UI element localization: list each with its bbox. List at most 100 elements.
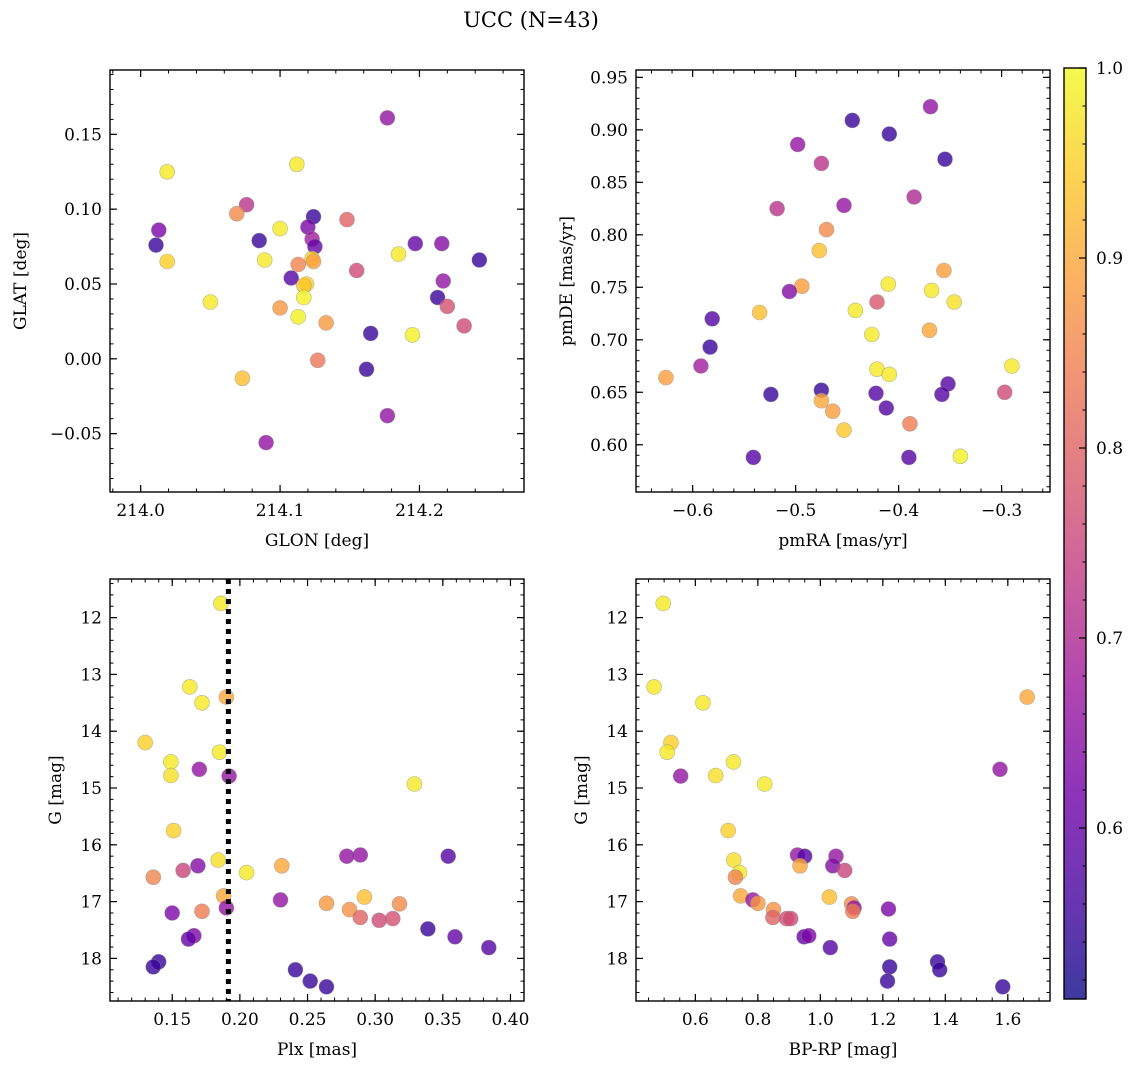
data-point bbox=[352, 847, 369, 863]
data-point bbox=[163, 754, 179, 770]
data-point bbox=[923, 282, 940, 299]
data-point bbox=[921, 322, 938, 339]
data-point bbox=[702, 339, 718, 355]
minor-ticks bbox=[636, 579, 1050, 1001]
data-point bbox=[371, 912, 388, 929]
y-tick-label: −0.05 bbox=[50, 425, 102, 445]
data-point bbox=[229, 205, 245, 222]
x-tick-label: −0.3 bbox=[981, 501, 1022, 521]
data-point bbox=[234, 370, 251, 387]
y-tick-label: 12 bbox=[80, 609, 102, 629]
colorbar-tick-label: 0.6 bbox=[1096, 819, 1123, 839]
data-point bbox=[847, 302, 864, 319]
data-point bbox=[878, 400, 895, 416]
data-point bbox=[272, 300, 288, 316]
data-point bbox=[750, 895, 766, 912]
data-point bbox=[348, 262, 365, 279]
points-pmra-pmde bbox=[658, 98, 1020, 466]
y-tick-label: 13 bbox=[606, 665, 628, 685]
data-point bbox=[765, 909, 781, 926]
data-point bbox=[379, 110, 396, 126]
data-point bbox=[164, 905, 180, 921]
major-ticks bbox=[636, 579, 1050, 1001]
x-tick-label: 0.30 bbox=[356, 1010, 394, 1030]
x-tick-label: 214.0 bbox=[116, 501, 165, 521]
data-point bbox=[720, 822, 737, 839]
data-point bbox=[194, 694, 210, 711]
x-axis-label: BP-RP [mag] bbox=[789, 1040, 898, 1060]
minor-ticks bbox=[110, 70, 524, 492]
x-tick-label: −0.4 bbox=[878, 501, 919, 521]
data-point bbox=[821, 889, 838, 905]
data-point bbox=[356, 889, 373, 905]
data-point bbox=[836, 197, 852, 214]
x-tick-label: −0.6 bbox=[672, 501, 713, 521]
data-point bbox=[863, 326, 880, 343]
x-axis-label: Plx [mas] bbox=[277, 1040, 357, 1060]
colorbar-tick-label: 0.9 bbox=[1096, 249, 1123, 269]
y-tick-label: 0.90 bbox=[590, 121, 628, 141]
data-point bbox=[210, 852, 226, 868]
x-tick-label: 0.15 bbox=[153, 1010, 191, 1030]
major-ticks bbox=[110, 579, 524, 1001]
data-point bbox=[879, 973, 896, 989]
data-point bbox=[881, 931, 898, 947]
y-tick-label: 0.65 bbox=[590, 383, 628, 403]
data-point bbox=[175, 862, 191, 879]
data-point bbox=[180, 931, 197, 947]
data-point bbox=[992, 761, 1008, 778]
data-point bbox=[302, 973, 319, 989]
data-point bbox=[151, 222, 167, 238]
data-point bbox=[238, 196, 255, 213]
major-ticks bbox=[110, 70, 524, 492]
data-point bbox=[272, 220, 288, 237]
x-tick-label: 214.2 bbox=[395, 501, 444, 521]
data-point bbox=[165, 822, 182, 839]
data-point bbox=[341, 901, 358, 918]
data-point bbox=[283, 270, 300, 286]
data-point bbox=[881, 959, 898, 975]
data-point bbox=[480, 939, 497, 956]
figure-title: UCC (N=43) bbox=[463, 8, 599, 32]
y-tick-label: 14 bbox=[606, 722, 628, 742]
data-point bbox=[379, 407, 396, 424]
data-point bbox=[295, 289, 312, 306]
x-axis-label: GLON [deg] bbox=[265, 531, 369, 551]
x-tick-label: 0.35 bbox=[424, 1010, 462, 1030]
data-point bbox=[159, 164, 175, 180]
data-point bbox=[318, 315, 334, 331]
data-point bbox=[145, 959, 162, 975]
colorbar: 0.6 0.7 0.8 0.9 1.0 bbox=[1063, 59, 1123, 1000]
data-point bbox=[1019, 689, 1035, 705]
data-point bbox=[258, 434, 274, 451]
y-tick-label: 0.85 bbox=[590, 173, 628, 193]
data-point bbox=[880, 276, 897, 292]
colorbar-tick-label: 0.7 bbox=[1096, 629, 1123, 649]
data-point bbox=[273, 857, 290, 874]
data-point bbox=[655, 595, 672, 612]
data-point bbox=[338, 848, 355, 865]
data-point bbox=[159, 253, 175, 270]
axes-frame bbox=[109, 578, 525, 1002]
data-point bbox=[952, 448, 969, 465]
data-point bbox=[902, 415, 918, 432]
x-tick-label: −0.5 bbox=[775, 501, 816, 521]
data-point bbox=[813, 155, 830, 172]
data-point bbox=[994, 978, 1011, 995]
data-point bbox=[672, 768, 689, 784]
y-tick-label: 0.10 bbox=[64, 200, 102, 220]
colorbar-tick-label: 1.0 bbox=[1096, 59, 1123, 79]
data-point bbox=[406, 776, 423, 792]
colorbar-tick-label: 0.8 bbox=[1096, 439, 1123, 459]
data-point bbox=[318, 895, 335, 912]
data-point bbox=[290, 256, 307, 273]
data-point bbox=[211, 744, 228, 761]
data-point bbox=[693, 358, 709, 374]
y-tick-label: 13 bbox=[80, 665, 102, 685]
data-point bbox=[881, 366, 898, 383]
data-point bbox=[202, 294, 219, 310]
x-tick-label: 1.2 bbox=[869, 1010, 896, 1030]
data-point bbox=[456, 318, 472, 334]
data-point bbox=[251, 232, 268, 249]
